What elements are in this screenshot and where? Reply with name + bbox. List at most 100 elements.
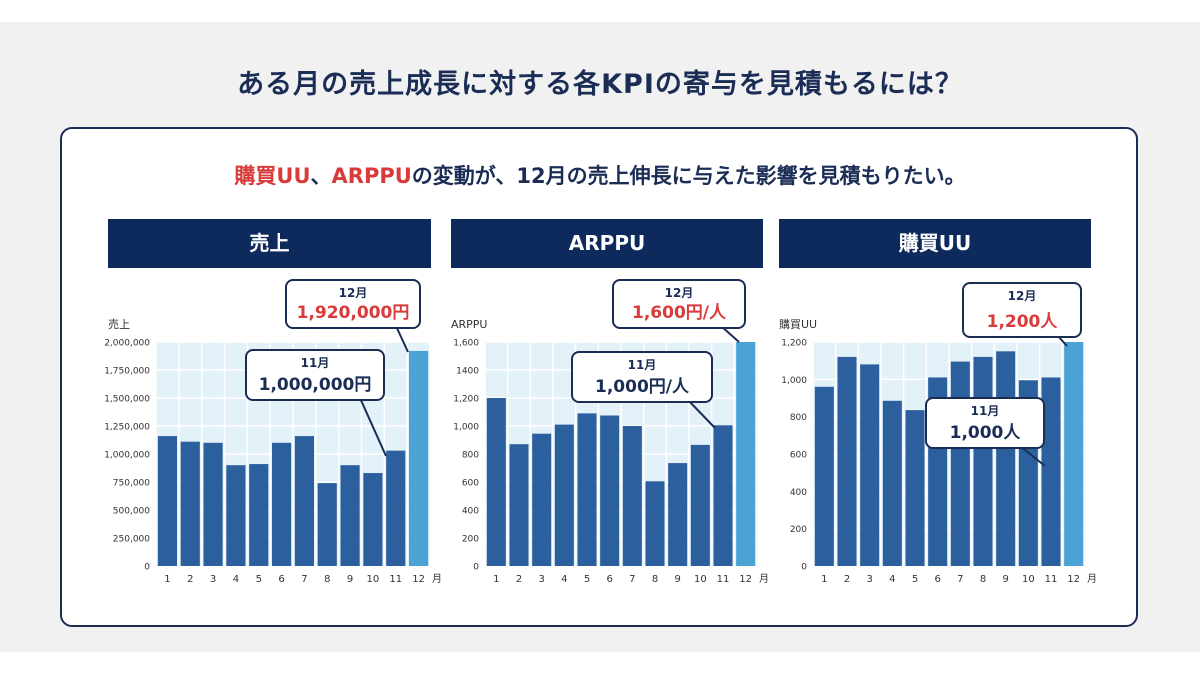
callout-month: 11月 — [971, 404, 1000, 418]
y-tick-label: 400 — [790, 488, 807, 498]
x-tick-label: 5 — [912, 574, 918, 585]
x-tick-label: 3 — [210, 574, 216, 585]
callout-box — [285, 279, 421, 329]
bar-12 — [408, 350, 429, 566]
subtitle-highlight-arppu: ARPPU — [331, 164, 412, 188]
bar-8 — [645, 481, 665, 566]
callout-box — [925, 397, 1045, 449]
callout-month: 12月 — [339, 286, 368, 300]
x-tick-label: 8 — [980, 574, 986, 585]
bar-11 — [386, 450, 406, 566]
bar-1 — [486, 398, 506, 566]
x-tick-label: 9 — [347, 574, 353, 585]
x-tick-label: 1 — [493, 574, 499, 585]
y-tick-label: 1,200 — [781, 339, 807, 349]
y-axis-label: ARPPU — [451, 318, 488, 331]
y-tick-label: 750,000 — [113, 479, 150, 489]
x-tick-label: 2 — [187, 574, 193, 585]
bar-6 — [600, 415, 620, 566]
x-tick-label: 6 — [934, 574, 940, 585]
y-tick-label: 0 — [801, 563, 807, 573]
x-tick-label: 4 — [233, 574, 239, 585]
y-tick-label: 0 — [473, 563, 479, 573]
bar-1 — [814, 386, 834, 566]
y-tick-label: 800 — [462, 451, 479, 461]
x-tick-label: 10 — [1022, 574, 1035, 585]
x-tick-label: 11 — [389, 574, 402, 585]
callout-pointer — [359, 397, 387, 457]
x-tick-label: 2 — [844, 574, 850, 585]
x-tick-label: 8 — [652, 574, 658, 585]
callout-value: 1,000人 — [950, 423, 1022, 443]
y-tick-label: 1,500,000 — [104, 395, 150, 405]
y-axis-label: 売上 — [108, 318, 130, 331]
bar-12 — [736, 342, 756, 566]
y-tick-label: 1,750,000 — [104, 367, 150, 377]
bar-3 — [203, 442, 223, 566]
callout-month: 11月 — [628, 358, 657, 372]
x-tick-label: 12 — [412, 574, 425, 585]
x-tick-label: 3 — [866, 574, 872, 585]
bar-10 — [690, 444, 710, 566]
bar-5 — [577, 413, 597, 566]
bar-7 — [294, 436, 315, 566]
x-tick-label: 9 — [1002, 574, 1008, 585]
callout-month: 11月 — [301, 356, 330, 370]
x-tick-label: 5 — [256, 574, 262, 585]
x-tick-label: 7 — [301, 574, 307, 585]
y-tick-label: 250,000 — [113, 535, 150, 545]
chart-sales: 売上 0 250,000 500,000 750,000 1,000,000 1,250,0… — [104, 279, 442, 585]
bar-4 — [554, 424, 574, 566]
y-tick-label: 400 — [462, 507, 479, 517]
y-tick-label: 1,200 — [453, 395, 479, 405]
y-tick-label: 500,000 — [113, 507, 150, 517]
bar-3 — [532, 433, 552, 566]
bar-4 — [226, 465, 246, 566]
callout-value: 1,200人 — [987, 312, 1059, 332]
x-axis-unit: 月 — [1087, 573, 1097, 585]
callout-value: 1,000円/人 — [595, 377, 690, 397]
y-tick-label: 1,600 — [453, 339, 479, 349]
bar-9 — [996, 351, 1016, 566]
bar-11 — [1041, 377, 1061, 566]
bar-2 — [509, 444, 529, 566]
y-tick-label: 800 — [790, 413, 807, 423]
callout-pointer — [1019, 445, 1046, 467]
bar-8 — [317, 483, 337, 566]
callout-pointer — [395, 325, 409, 353]
x-tick-label: 2 — [516, 574, 522, 585]
bar-10 — [363, 473, 383, 566]
y-tick-label: 200 — [462, 535, 479, 545]
y-tick-label: 1,250,000 — [104, 423, 150, 433]
x-tick-label: 1 — [821, 574, 827, 585]
subtitle-highlight-uu: 購買UU — [234, 164, 311, 188]
x-tick-label: 8 — [324, 574, 330, 585]
bar-9 — [340, 465, 360, 566]
bar-2 — [180, 441, 200, 566]
subtitle-separator: 、 — [310, 164, 332, 188]
x-tick-label: 3 — [538, 574, 544, 585]
x-axis-unit: 月 — [432, 573, 442, 585]
y-axis-label: 購買UU — [779, 317, 817, 331]
bar-11 — [713, 425, 733, 566]
y-tick-label: 2,000,000 — [104, 339, 150, 349]
bar-5 — [905, 410, 925, 566]
panel-header-sales: 売上 — [108, 219, 431, 268]
callout-pointer — [687, 399, 716, 429]
bar-9 — [668, 463, 688, 566]
x-tick-label: 4 — [561, 574, 567, 585]
bar-5 — [249, 464, 269, 566]
bar-7 — [622, 426, 642, 566]
y-tick-label: 1,000 — [781, 376, 807, 386]
y-tick-label: 600 — [790, 451, 807, 461]
bar-3 — [860, 364, 880, 566]
panel-header-uu: 購買UU — [779, 219, 1091, 268]
x-tick-label: 6 — [606, 574, 612, 585]
x-tick-label: 10 — [367, 574, 380, 585]
callout-box — [612, 279, 746, 329]
y-tick-label: 1,000 — [453, 423, 479, 433]
bar-7 — [950, 361, 970, 566]
callout-month: 12月 — [1008, 289, 1037, 303]
